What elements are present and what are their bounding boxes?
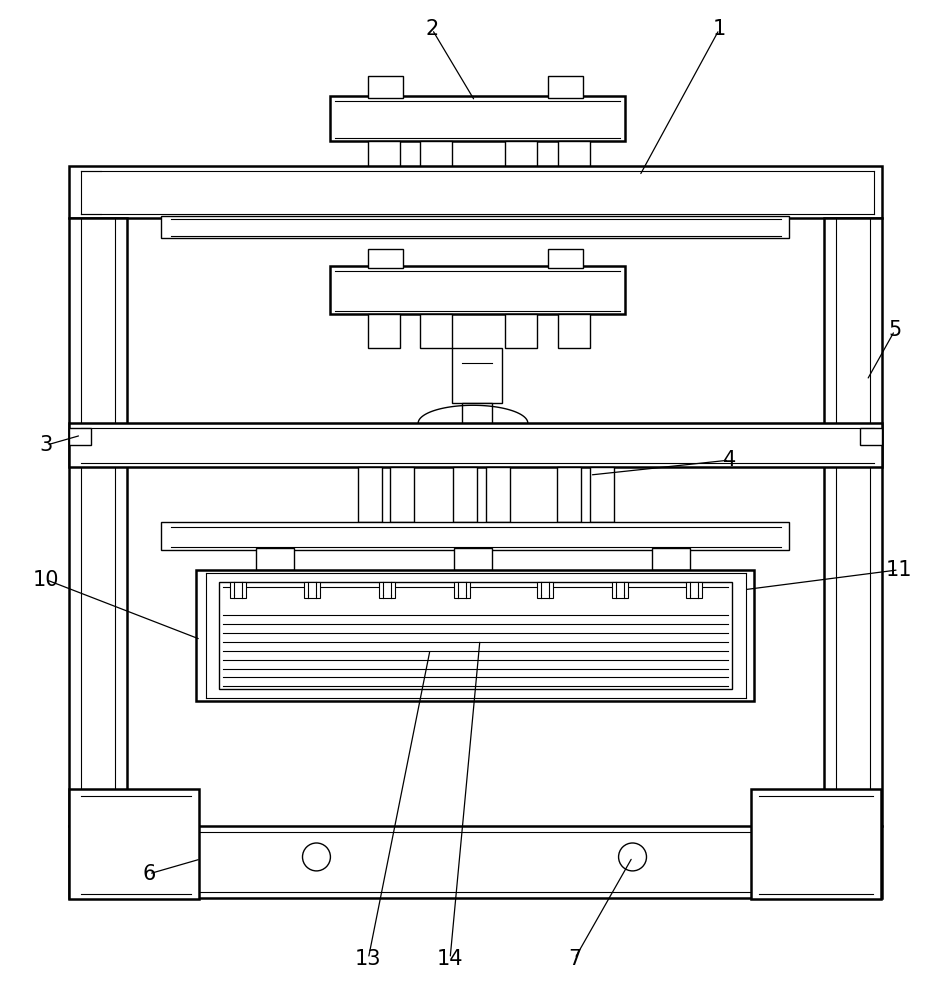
Bar [453,467,477,522]
Text: 14: 14 [437,949,463,969]
Bar [358,467,383,522]
Bar [161,216,789,238]
Text: 4: 4 [723,450,736,470]
Bar [368,249,403,268]
Bar [69,428,91,445]
Bar [454,548,491,570]
Bar [196,570,754,701]
Text: 10: 10 [33,570,60,590]
Bar [547,76,582,98]
Bar [69,423,882,467]
Bar [558,141,590,179]
Bar [860,428,882,445]
Bar [219,582,732,689]
Bar [652,548,690,570]
Bar [751,789,881,899]
Bar [230,582,245,598]
Bar [558,314,590,348]
Bar [505,141,537,179]
Bar [452,348,502,403]
Bar [420,314,452,348]
Bar [687,582,703,598]
Text: 13: 13 [355,949,382,969]
Text: 6: 6 [142,864,155,884]
Bar [368,141,401,179]
Bar [590,467,614,522]
Bar [380,582,395,598]
Bar [612,582,628,598]
Bar [547,249,582,268]
Bar [454,582,470,598]
Bar [486,467,509,522]
Bar [390,467,414,522]
Bar [368,76,403,98]
Text: 2: 2 [425,19,438,39]
Bar [69,789,199,899]
Text: 11: 11 [885,560,912,580]
Bar [69,166,882,218]
Bar [305,582,320,598]
Text: 3: 3 [40,435,53,455]
Bar [505,314,537,348]
Bar [462,403,491,431]
Bar [824,218,882,826]
Text: 7: 7 [568,949,581,969]
Bar [537,582,553,598]
Bar [420,141,452,179]
Bar [557,467,581,522]
Bar [69,826,882,898]
Text: 5: 5 [888,320,902,340]
Bar [161,522,789,550]
Bar [368,314,401,348]
Bar [331,266,625,314]
Bar [69,218,127,826]
Bar [331,96,625,141]
Bar [256,548,294,570]
Text: 1: 1 [713,19,726,39]
